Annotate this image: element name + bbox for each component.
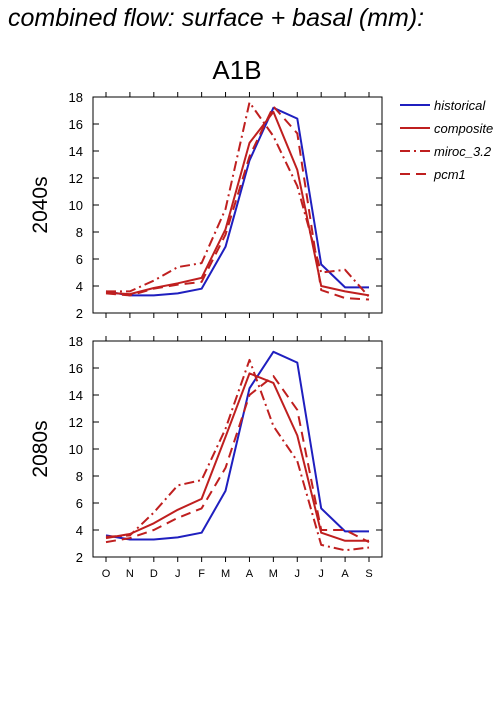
y-tick-label: 12: [69, 171, 83, 186]
series-line-pcm1: [105, 105, 370, 301]
panel-2080s: 2 4 6 8 10 12 14 16 18 O N D J F M A M J J A S 2080s: [29, 334, 383, 580]
row-label: 2080s: [29, 420, 52, 477]
y-tick-label: 6: [76, 496, 83, 511]
x-tick-label: J: [295, 568, 301, 580]
x-tick-label: J: [318, 568, 324, 580]
y-tick-label: 18: [69, 90, 83, 105]
y-tick-label: 6: [76, 252, 83, 267]
y-tick-label: 18: [69, 334, 83, 349]
row-label: 2040s: [29, 176, 52, 233]
series-line-miroc-3-2: [106, 101, 370, 298]
series-line-composite: [105, 110, 370, 297]
chart-title: A1B: [212, 55, 261, 85]
x-tick-label: D: [150, 568, 158, 580]
y-tick-label: 14: [69, 144, 83, 159]
y-tick-label: 8: [76, 469, 83, 484]
y-tick-label: 8: [76, 225, 83, 240]
x-tick-label: M: [269, 568, 278, 580]
series-line-historical: [105, 350, 369, 541]
x-tick-label: A: [246, 568, 254, 580]
y-tick-label: 2: [76, 550, 83, 565]
x-tick-label: N: [126, 568, 134, 580]
legend-label: historical: [434, 98, 486, 113]
y-tick-label: 12: [69, 415, 83, 430]
legend: historical composite miroc_3.2 pcm1: [400, 98, 493, 182]
y-tick-label: 10: [69, 198, 83, 213]
x-tick-label: J: [175, 568, 181, 580]
x-tick-label: M: [221, 568, 230, 580]
x-tick-label: F: [198, 568, 205, 580]
series-line-pcm1: [105, 375, 370, 544]
legend-label: composite: [434, 121, 493, 136]
y-tick-label: 16: [69, 361, 83, 376]
series-line-historical: [105, 106, 369, 297]
y-tick-label: 4: [76, 279, 83, 294]
x-tick-label: O: [102, 568, 111, 580]
series-line-composite: [105, 372, 369, 542]
legend-label: miroc_3.2: [434, 144, 492, 159]
y-tick-label: 10: [69, 442, 83, 457]
y-tick-label: 4: [76, 523, 83, 538]
y-tick-label: 14: [69, 388, 83, 403]
x-tick-label: A: [341, 568, 349, 580]
y-tick-label: 16: [69, 117, 83, 132]
panel-2040s: 2 4 6 8 10 12 14 16 18 2040s: [29, 90, 383, 321]
y-tick-label: 2: [76, 306, 83, 321]
x-tick-label: S: [365, 568, 372, 580]
page-title: combined flow: surface + basal (mm):: [8, 4, 425, 32]
series-line-miroc-3-2: [105, 358, 370, 552]
legend-label: pcm1: [433, 167, 466, 182]
